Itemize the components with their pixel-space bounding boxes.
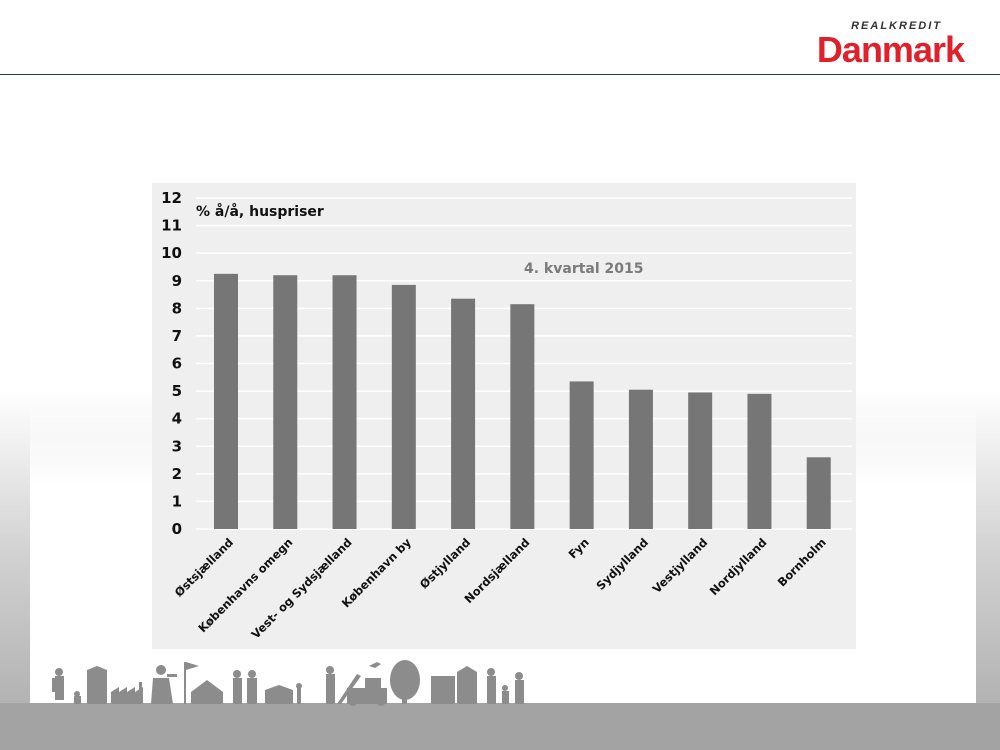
y-tick-label: 0	[172, 520, 182, 538]
x-category-label: Sydjylland	[593, 535, 651, 593]
y-tick-label: 6	[172, 355, 182, 373]
y-tick-label: 10	[161, 244, 182, 262]
chart-bars	[214, 273, 831, 529]
y-tick-label: 5	[172, 382, 182, 400]
x-category-label: Vest- og Sydsjælland	[248, 535, 354, 641]
chart-ylabel: % å/å, huspriser	[196, 203, 324, 220]
x-category-label: Nordjylland	[707, 535, 770, 598]
y-tick-label: 11	[161, 217, 182, 235]
bar	[451, 298, 476, 529]
bar	[688, 392, 713, 529]
y-tick-label: 12	[161, 189, 182, 207]
bar	[628, 389, 653, 529]
x-category-label: Østsjælland	[172, 535, 236, 599]
y-tick-label: 3	[172, 437, 182, 455]
logo-main-text: Danmark	[816, 29, 965, 70]
header-divider	[0, 74, 1000, 75]
bar	[332, 275, 357, 529]
bar	[391, 284, 416, 529]
x-category-label: Østjylland	[417, 535, 473, 591]
bar	[806, 457, 831, 529]
bar	[747, 393, 772, 529]
bar	[569, 381, 594, 529]
y-tick-label: 4	[172, 410, 182, 428]
chart-container: 0 1 2 3 4 5 6 7 8 9 10 11 12 Østsjælland Københavns o…	[152, 183, 856, 649]
y-tick-label: 2	[172, 465, 182, 483]
x-category-label: Bornholm	[775, 535, 829, 589]
bar	[214, 273, 238, 529]
logo-top-text: REALKREDIT	[851, 20, 942, 32]
chart-annotation: 4. kvartal 2015	[524, 261, 644, 277]
y-tick-label: 1	[172, 492, 182, 510]
y-tick-label: 8	[172, 299, 182, 317]
bar	[273, 275, 298, 529]
y-tick-label: 7	[172, 327, 182, 345]
realkredit-logo: REALKREDIT Danmark	[800, 14, 970, 70]
skyline-illustration	[52, 660, 524, 706]
x-category-label: Vestjylland	[650, 535, 711, 596]
bar	[510, 304, 535, 529]
x-category-label: Fyn	[566, 535, 592, 561]
footer-bar	[0, 703, 1000, 750]
y-tick-label: 9	[172, 272, 182, 290]
